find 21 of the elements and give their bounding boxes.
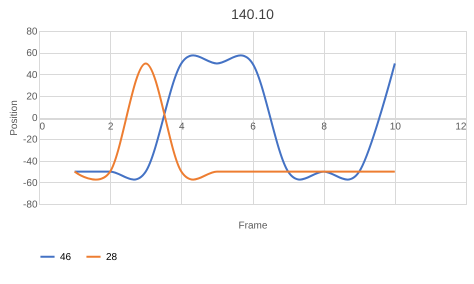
- y-tick-label: -40: [23, 156, 38, 168]
- y-tick-label: -60: [23, 178, 38, 189]
- x-tick-label: 0: [40, 122, 46, 132]
- legend-label: 28: [106, 252, 118, 263]
- y-axis-title: Position: [9, 100, 20, 136]
- y-tick-label: -80: [23, 200, 38, 210]
- x-tick-label: 2: [108, 122, 114, 132]
- chart-title: 140.10: [231, 6, 274, 22]
- x-tick-label: 6: [250, 122, 256, 132]
- y-tick-label: 80: [26, 26, 38, 38]
- y-tick-label: 0: [32, 113, 38, 124]
- x-tick-label: 12: [455, 122, 467, 132]
- y-tick-label: -20: [23, 134, 38, 146]
- x-tick-label: 8: [321, 122, 328, 132]
- y-tick-label: 20: [26, 91, 38, 102]
- x-tick-label: 4: [179, 122, 186, 132]
- legend-label: 46: [60, 252, 72, 263]
- y-tick-label: 60: [26, 48, 38, 60]
- x-tick-label: 10: [390, 122, 402, 132]
- y-tick-label: 40: [26, 70, 38, 81]
- x-axis-title: Frame: [238, 220, 268, 232]
